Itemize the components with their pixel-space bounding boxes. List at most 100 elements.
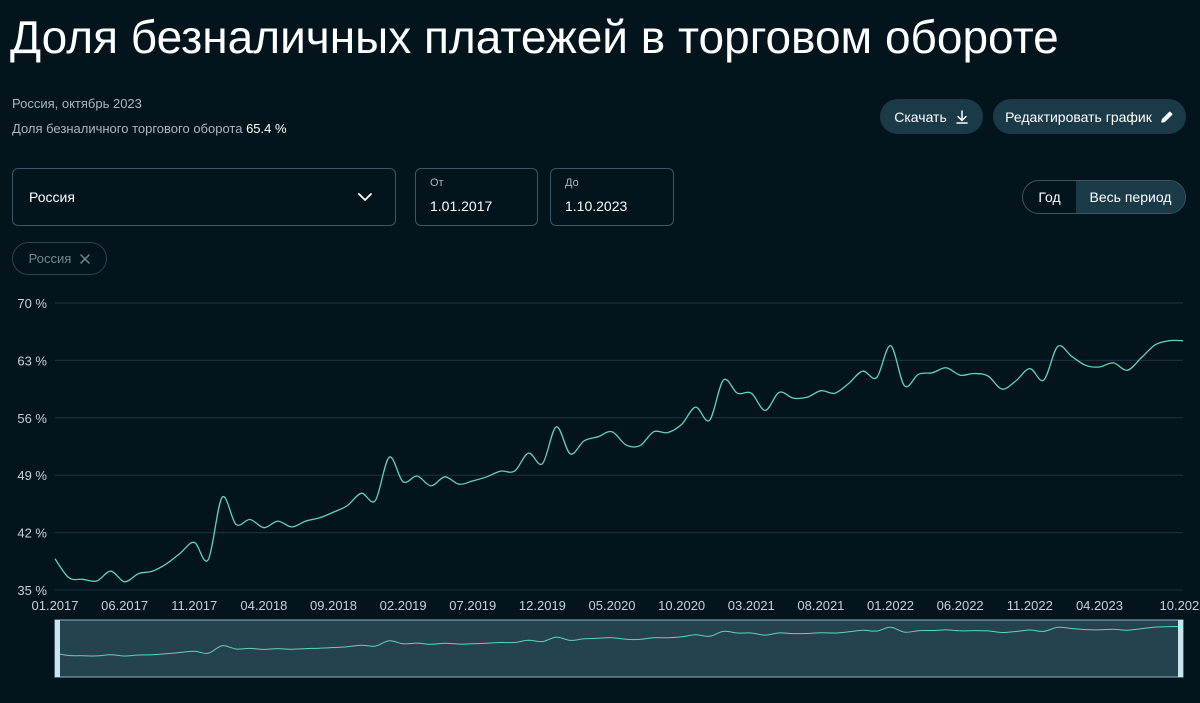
x-tick-label: 12.2019 xyxy=(519,598,566,613)
navigator-left-handle[interactable] xyxy=(55,620,60,677)
data-point xyxy=(705,415,715,425)
date-from-field[interactable]: От 1.01.2017 xyxy=(415,168,538,226)
data-point xyxy=(1122,365,1132,375)
data-point xyxy=(621,440,631,450)
x-tick-label: 10.2023 xyxy=(1160,598,1200,613)
data-point xyxy=(468,476,478,486)
pencil-icon xyxy=(1160,110,1174,124)
data-point xyxy=(510,466,520,476)
range-navigator[interactable] xyxy=(54,619,1184,678)
x-tick-label: 01.2017 xyxy=(32,598,79,613)
data-point xyxy=(315,513,325,523)
data-point xyxy=(955,370,965,380)
data-point xyxy=(899,381,909,391)
current-metric: Доля безналичного торгового оборота 65.4… xyxy=(12,121,287,136)
date-to-value: 1.10.2023 xyxy=(565,198,628,214)
data-point xyxy=(1025,364,1035,374)
series-line xyxy=(54,339,1184,583)
period-toggle: Год Весь период xyxy=(1022,180,1186,214)
x-tick-label: 05.2020 xyxy=(589,598,636,613)
y-tick-label: 35 % xyxy=(17,583,47,598)
data-point xyxy=(593,432,603,442)
data-point xyxy=(927,368,937,378)
data-point xyxy=(342,501,352,511)
metric-value: 65.4 % xyxy=(246,121,287,136)
download-button-label: Скачать xyxy=(894,108,947,125)
data-point xyxy=(301,516,311,526)
date-from-value: 1.01.2017 xyxy=(430,198,493,214)
data-point xyxy=(370,496,380,506)
x-tick-label: 08.2021 xyxy=(797,598,844,613)
data-point xyxy=(551,422,561,432)
data-point xyxy=(1081,360,1091,370)
data-point xyxy=(579,436,589,446)
data-point xyxy=(1108,358,1118,368)
data-point xyxy=(1094,362,1104,372)
data-point xyxy=(147,566,157,576)
data-point xyxy=(398,477,408,487)
period-option-year[interactable]: Год xyxy=(1038,189,1061,205)
data-point xyxy=(1178,336,1188,346)
edit-chart-button-label: Редактировать график xyxy=(1005,108,1152,125)
navigator-right-handle[interactable] xyxy=(1178,620,1183,677)
y-tick-label: 70 % xyxy=(17,296,47,311)
x-tick-label: 02.2019 xyxy=(380,598,427,613)
region-select[interactable]: Россия xyxy=(12,168,396,226)
data-point xyxy=(565,449,575,459)
data-point xyxy=(983,371,993,381)
x-tick-label: 03.2021 xyxy=(728,598,775,613)
data-point xyxy=(691,402,701,412)
x-tick-label: 09.2018 xyxy=(310,598,357,613)
data-point xyxy=(259,523,269,533)
data-point xyxy=(997,384,1007,394)
data-point xyxy=(1053,341,1063,351)
data-point xyxy=(161,559,171,569)
period-option-all[interactable]: Весь период xyxy=(1076,181,1185,213)
y-tick-label: 63 % xyxy=(17,353,47,368)
date-from-label: От xyxy=(430,177,444,189)
x-tick-label: 07.2019 xyxy=(449,598,496,613)
data-point xyxy=(1039,375,1049,385)
data-point xyxy=(886,341,896,351)
data-point xyxy=(1067,351,1077,361)
data-point xyxy=(774,387,784,397)
x-tick-label: 11.2022 xyxy=(1007,598,1053,613)
region-period-subtitle: Россия, октябрь 2023 xyxy=(12,96,142,111)
date-to-field[interactable]: До 1.10.2023 xyxy=(550,168,674,226)
close-icon[interactable] xyxy=(80,253,91,264)
data-point xyxy=(844,378,854,388)
data-point xyxy=(482,472,492,482)
x-tick-label: 11.2017 xyxy=(171,598,217,613)
data-point xyxy=(523,448,533,458)
data-point xyxy=(329,507,339,517)
data-point xyxy=(50,554,60,564)
x-tick-label: 10.2020 xyxy=(658,598,705,613)
data-point xyxy=(203,555,213,565)
chevron-down-icon xyxy=(357,189,373,205)
x-tick-label: 04.2023 xyxy=(1076,598,1123,613)
data-point xyxy=(663,428,673,438)
x-tick-label: 04.2018 xyxy=(240,598,287,613)
data-point xyxy=(134,569,144,579)
data-point xyxy=(175,548,185,558)
data-point xyxy=(64,573,74,583)
data-point xyxy=(718,375,728,385)
data-point xyxy=(802,392,812,402)
data-point xyxy=(412,471,422,481)
download-button[interactable]: Скачать xyxy=(880,99,983,134)
data-point xyxy=(732,388,742,398)
data-point xyxy=(384,452,394,462)
data-point xyxy=(273,516,283,526)
data-point xyxy=(1164,336,1174,346)
y-tick-label: 56 % xyxy=(17,411,47,426)
data-point xyxy=(858,366,868,376)
data-point xyxy=(607,427,617,437)
data-point xyxy=(496,466,506,476)
data-point xyxy=(635,441,645,451)
edit-chart-button[interactable]: Редактировать график xyxy=(993,99,1186,134)
data-point xyxy=(537,459,547,469)
data-point xyxy=(1136,353,1146,363)
page-title: Доля безналичных платежей в торговом обо… xyxy=(10,11,1059,63)
data-point xyxy=(245,514,255,524)
data-point xyxy=(830,388,840,398)
